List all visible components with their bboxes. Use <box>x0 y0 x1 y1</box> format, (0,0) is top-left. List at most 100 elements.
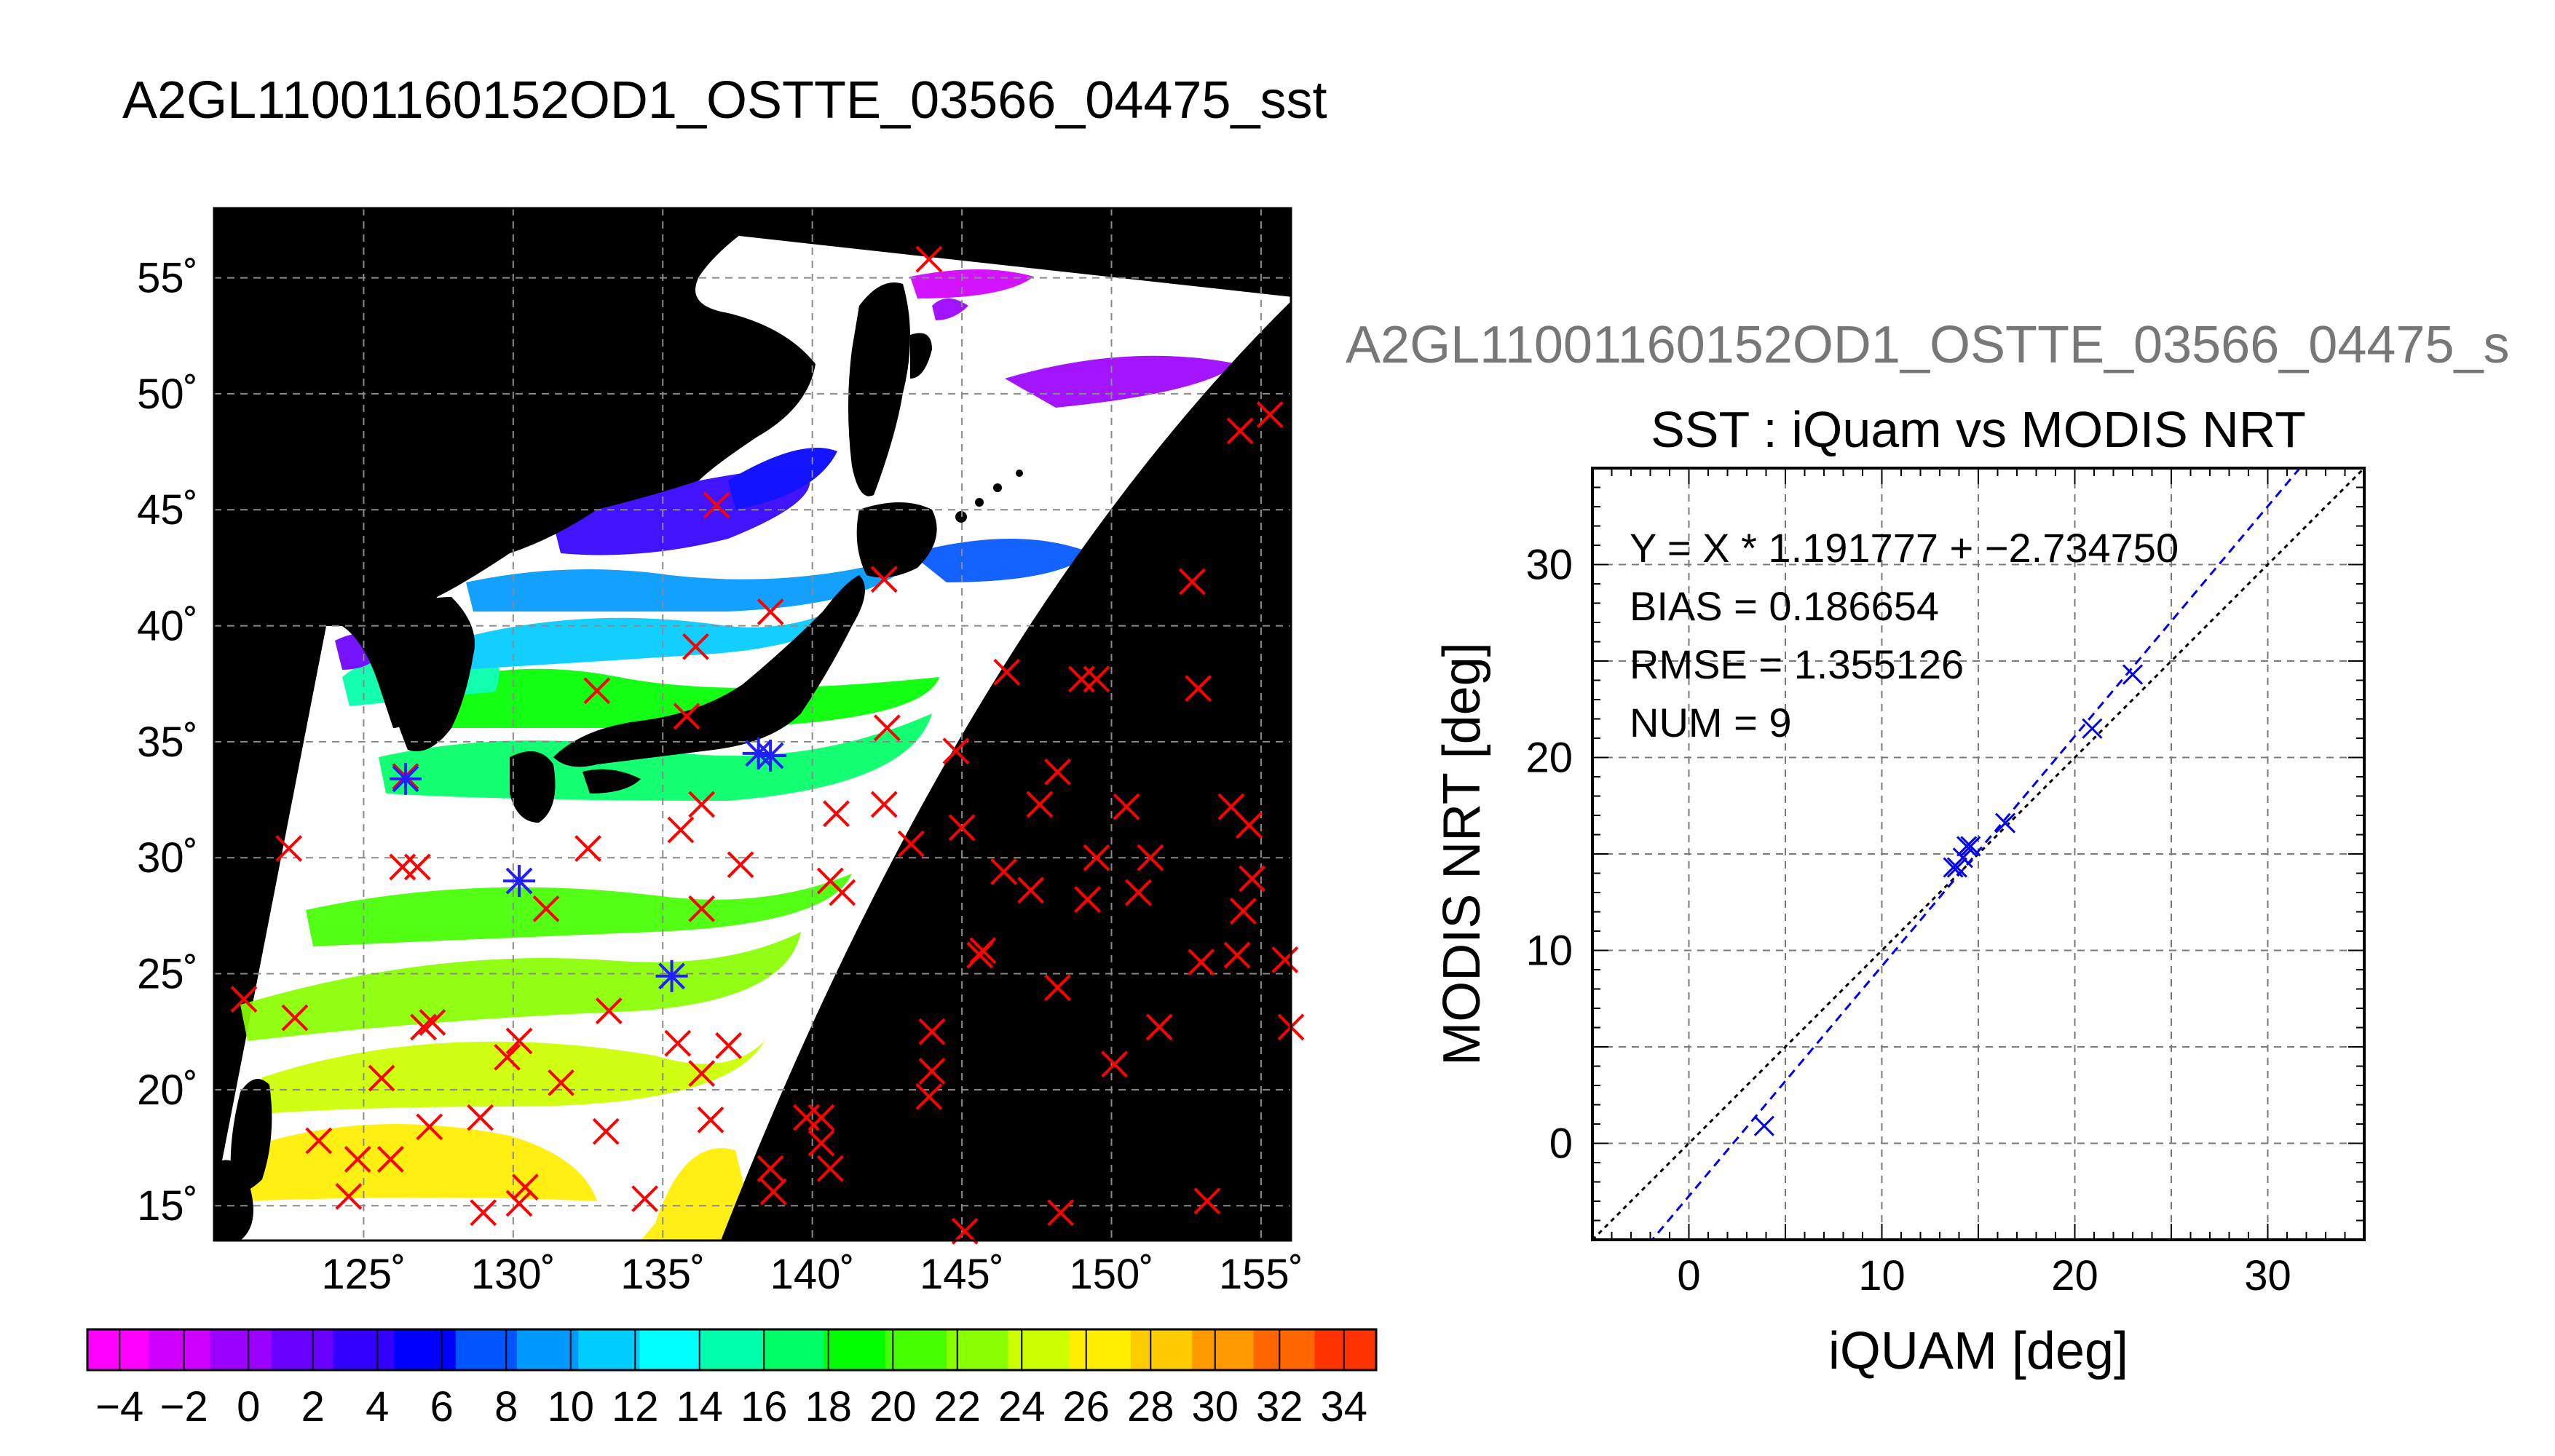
iquam-point <box>410 1013 437 1041</box>
iquam-point <box>583 677 611 705</box>
iquam-point <box>682 633 709 660</box>
colorbar-tick-label: 24 <box>998 1383 1046 1431</box>
colorbar-tick-label: 22 <box>933 1383 981 1431</box>
scatter-ylabel: MODIS NRT [deg] <box>1433 642 1491 1066</box>
iquam-point <box>759 1178 787 1206</box>
colorbar-cell <box>1008 1329 1070 1370</box>
colorbar-cells <box>87 1329 1377 1370</box>
iquam-point <box>505 1190 533 1217</box>
iquam-point <box>403 853 431 881</box>
matchup-points <box>389 737 787 992</box>
iquam-points <box>230 245 1305 1245</box>
scatter-point <box>1995 812 2016 834</box>
map-lon-tick-label: 130˚ <box>471 1251 556 1298</box>
colorbar-frame <box>86 1328 1378 1372</box>
map-lat-tick-label: 40˚ <box>137 603 198 650</box>
scatter-point <box>1952 847 1973 869</box>
iquam-point <box>1044 758 1071 786</box>
scatter-y-tick-label: 20 <box>1525 735 1573 782</box>
off-swath-region <box>721 301 1291 1241</box>
iquam-point <box>897 830 925 858</box>
scatter-points <box>1753 664 2144 1136</box>
iquam-point <box>511 1174 539 1201</box>
scatter-point <box>2122 664 2144 685</box>
iquam-point <box>281 1004 309 1032</box>
colorbar-cell <box>333 1329 395 1370</box>
iquam-point <box>1047 1199 1075 1227</box>
iquam-point <box>873 714 901 742</box>
iquam-point <box>688 1060 716 1087</box>
scatter-point <box>1753 1115 1774 1136</box>
iquam-point <box>419 1009 446 1036</box>
colorbar-cell <box>271 1329 333 1370</box>
scatter-panel: 0 10 20 30 0 10 20 30 Y = X * 1.191777 + −2.73… <box>1433 467 2366 1380</box>
scatter-frame <box>1591 467 2366 1241</box>
iquam-point <box>467 1104 494 1131</box>
colorbar-tick-label: 28 <box>1127 1383 1174 1431</box>
iquam-point <box>1083 665 1110 693</box>
map-lon-tick-labels: 125˚ 130˚ 135˚ 140˚ 145˚ 150˚ 155˚ <box>321 1251 1303 1298</box>
colorbar-cell <box>149 1329 211 1370</box>
colorbar-cell <box>824 1329 886 1370</box>
colorbar-cell <box>394 1329 457 1370</box>
colorbar-tick-label: 30 <box>1191 1383 1239 1431</box>
annotation-bias: BIAS = 0.186654 <box>1630 583 1939 629</box>
scatter-x-tick-label: 0 <box>1677 1252 1700 1299</box>
colorbar-cell <box>1192 1329 1254 1370</box>
iquam-point <box>969 937 997 965</box>
iquam-point <box>1137 844 1164 871</box>
iquam-point <box>1229 898 1257 925</box>
scatter-xlabel: iQUAM [deg] <box>1828 1322 2128 1380</box>
iquam-point <box>592 1117 620 1145</box>
scatter-grid <box>1592 467 2365 1241</box>
map-lat-tick-label: 50˚ <box>137 371 198 418</box>
colorbar-cell <box>1314 1329 1377 1370</box>
iquam-point <box>990 858 1018 885</box>
colorbar-tick-label: 20 <box>869 1383 917 1431</box>
map-lat-tick-label: 15˚ <box>137 1182 198 1230</box>
iquam-point <box>757 1155 784 1182</box>
iquam-point <box>942 737 970 765</box>
scatter-title: SST : iQuam vs MODIS NRT <box>1651 401 2306 458</box>
iquam-point <box>870 566 898 593</box>
iquam-point <box>1271 946 1299 973</box>
iquam-point <box>915 1083 943 1110</box>
iquam-point <box>870 791 898 818</box>
iquam-point <box>1236 812 1263 839</box>
scatter-point <box>2082 718 2103 739</box>
colorbar-tick-label: 32 <box>1256 1383 1303 1431</box>
colorbar-tick-label: 2 <box>301 1383 325 1431</box>
scatter-x-tick-label: 20 <box>2051 1252 2098 1299</box>
iquam-point <box>376 1146 404 1173</box>
iquam-point <box>1193 1187 1221 1215</box>
annotation-rmse: RMSE = 1.355126 <box>1630 641 1964 687</box>
scatter-annotations: Y = X * 1.191777 + −2.734750 BIAS = 0.18… <box>1630 525 2179 745</box>
iquam-point <box>1226 417 1254 445</box>
annotation-num: NUM = 9 <box>1630 700 1792 745</box>
colorbar-tick-label: 12 <box>612 1383 659 1431</box>
iquam-point <box>703 491 730 519</box>
colorbar-tick-label: 6 <box>430 1383 454 1431</box>
iquam-point <box>230 986 258 1013</box>
colorbar-tick-label: 26 <box>1062 1383 1110 1431</box>
iquam-point <box>697 1106 724 1133</box>
iquam-point <box>993 658 1021 686</box>
iquam-point <box>727 851 754 879</box>
colorbar-tick-label: 10 <box>547 1383 594 1431</box>
iquam-point <box>829 879 856 906</box>
colorbar-tick-label: −4 <box>95 1383 143 1431</box>
scatter-y-tick-label: 30 <box>1525 542 1573 589</box>
iquam-point <box>574 835 601 862</box>
scatter-y-tick-label: 10 <box>1525 927 1573 975</box>
colorbar-cell <box>762 1329 824 1370</box>
iquam-point <box>1125 879 1152 906</box>
iquam-point <box>673 703 700 730</box>
iquam-point <box>807 1104 835 1131</box>
matchup-point <box>754 740 787 772</box>
colorbar-cell <box>947 1329 1008 1370</box>
colorbar-cell <box>210 1329 272 1370</box>
map-panel: 125˚ 130˚ 135˚ 140˚ 145˚ 150˚ 155˚ 55˚ 50˚ 45˚ 40… <box>137 207 1305 1298</box>
iquam-point <box>275 835 303 862</box>
regression-line <box>1651 468 2302 1240</box>
